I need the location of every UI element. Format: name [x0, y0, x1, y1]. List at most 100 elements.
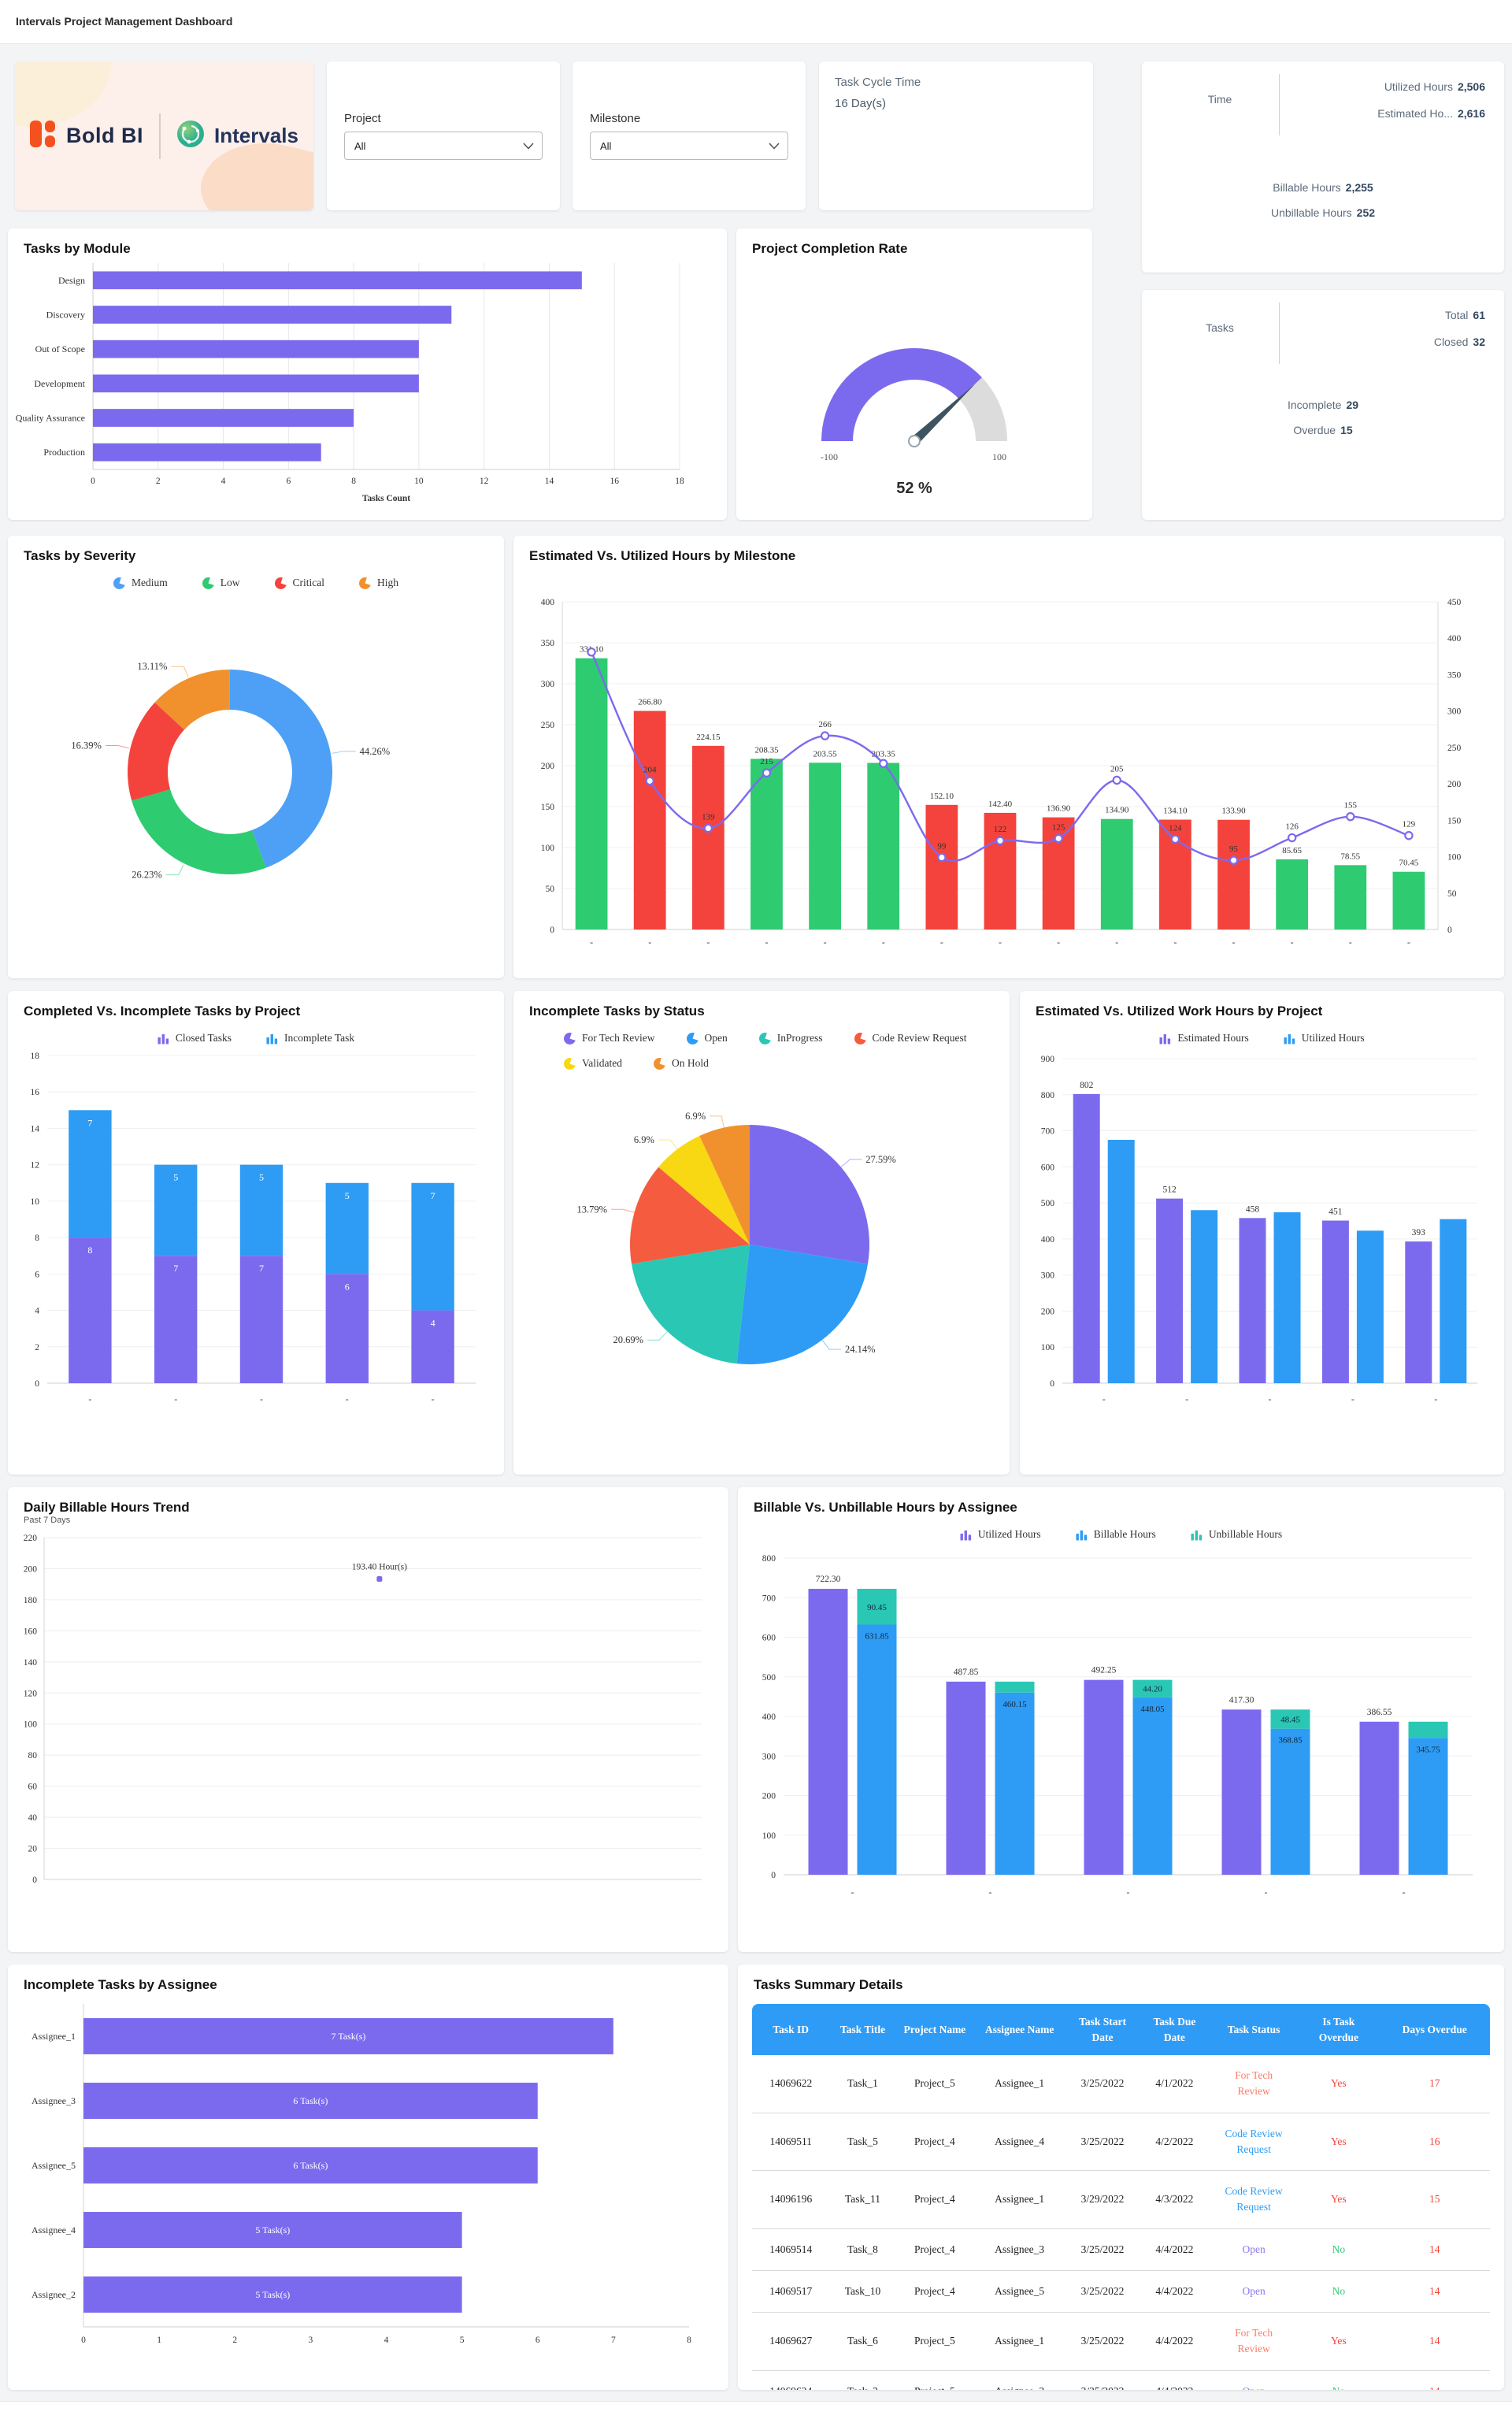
chart-title: Estimated Vs. Utilized Hours by Mileston… [529, 548, 796, 563]
svg-text:124: 124 [1169, 823, 1182, 833]
legend-item[interactable]: InProgress [758, 1032, 823, 1044]
tasks-summary-table: Task ID Task Title Project Name Assignee Na… [752, 2004, 1490, 2390]
legend-item[interactable]: Estimated Hours [1159, 1032, 1249, 1044]
svg-text:12: 12 [480, 477, 489, 486]
billable-hours-label: Billable Hours [1273, 181, 1341, 194]
svg-text:100: 100 [992, 451, 1006, 462]
kpi-divider [1279, 302, 1280, 364]
billable-hours-value: 2,255 [1345, 181, 1373, 194]
svg-text:266.80: 266.80 [638, 698, 662, 707]
table-cell: 3/25/2022 [1065, 2369, 1140, 2390]
table-cell: Task_10 [829, 2269, 896, 2313]
svg-text:6 Task(s): 6 Task(s) [293, 2160, 328, 2171]
summary-table: Task ID Task Title Project Name Assignee Na… [752, 2004, 1490, 2390]
chart-title: Estimated Vs. Utilized Work Hours by Pro… [1036, 1004, 1323, 1018]
is-overdue-cell: Yes [1298, 2112, 1380, 2171]
legend-item[interactable]: Unbillable Hours [1191, 1528, 1282, 1541]
billable-assignee-card: Billable Vs. Unbillable Hours by Assigne… [738, 1487, 1504, 1952]
table-cell: Project_5 [914, 2077, 955, 2090]
svg-text:60: 60 [28, 1783, 38, 1792]
chart-title: Tasks by Severity [24, 548, 136, 563]
svg-text:7: 7 [611, 2336, 616, 2345]
svg-text:-: - [1057, 937, 1060, 948]
svg-text:0: 0 [1447, 926, 1452, 935]
is-overdue-cell: No [1298, 2228, 1380, 2271]
is-overdue-cell: No [1298, 2369, 1380, 2390]
task-status-cell: Code Review Request [1209, 2170, 1299, 2229]
svg-text:20: 20 [28, 1845, 38, 1854]
days-overdue-cell: 14 [1379, 2269, 1490, 2313]
pie-legend-icon [274, 577, 287, 589]
bar-legend-icon [266, 1033, 278, 1044]
legend-item[interactable]: Critical [274, 577, 324, 589]
svg-text:44.20: 44.20 [1143, 1685, 1162, 1694]
svg-text:200: 200 [1447, 780, 1462, 789]
legend-item[interactable]: On Hold [653, 1057, 709, 1070]
svg-text:Assignee_4: Assignee_4 [32, 2224, 76, 2235]
legend-item[interactable]: High [359, 577, 398, 589]
svg-text:802: 802 [1080, 1081, 1094, 1090]
chevron-down-icon [769, 140, 780, 152]
milestone-filter-select[interactable]: All [590, 132, 788, 160]
project-filter-card: Project All [327, 61, 560, 210]
legend-item[interactable]: Closed Tasks [158, 1032, 232, 1044]
svg-text:100: 100 [24, 1720, 38, 1730]
table-cell: 14069624 [752, 2369, 830, 2390]
svg-text:-: - [260, 1393, 263, 1404]
table-cell: Assignee_4 [973, 2112, 1066, 2171]
legend-item[interactable]: Billable Hours [1076, 1528, 1156, 1541]
legend-item[interactable]: Medium [113, 577, 168, 589]
legend-item[interactable]: Utilized Hours [1284, 1032, 1365, 1044]
table-cell: 14069517 [752, 2269, 830, 2313]
svg-text:-: - [1403, 1887, 1406, 1898]
svg-text:193.40 Hour(s): 193.40 Hour(s) [352, 1562, 407, 1571]
task-status-cell: Open [1209, 2228, 1299, 2271]
legend-label: InProgress [776, 1032, 823, 1044]
completion-rate-gauge: -100 100 52 % [736, 258, 1092, 516]
svg-text:14: 14 [31, 1124, 40, 1134]
svg-text:-: - [1434, 1393, 1437, 1404]
intervals-logo-icon [176, 120, 205, 152]
legend-label: High [377, 577, 398, 588]
billable-assignee-chart: 0 100 200 300 400 500 600 700 800 722.30 631.85 90.… [738, 1541, 1504, 1921]
svg-text:300: 300 [762, 1752, 776, 1761]
legend-item[interactable]: Open [686, 1032, 728, 1044]
table-cell: Assignee_5 [973, 2269, 1066, 2313]
svg-text:120: 120 [24, 1689, 38, 1698]
svg-text:203.55: 203.55 [813, 749, 837, 759]
chart-title: Project Completion Rate [752, 241, 908, 256]
table-header-cell: Task Status [1209, 2004, 1299, 2056]
svg-text:134.10: 134.10 [1163, 807, 1188, 816]
svg-text:458: 458 [1246, 1204, 1260, 1214]
pie-legend-icon [686, 1032, 699, 1044]
legend-item[interactable]: Incomplete Task [266, 1032, 354, 1044]
project-filter-select[interactable]: All [344, 132, 543, 160]
svg-text:-: - [1351, 1393, 1354, 1404]
daily-billable-chart: 0 20 40 60 80 100 120 140 160 180 200 220 193.40 Hou… [8, 1525, 728, 1912]
svg-text:136.90: 136.90 [1047, 804, 1071, 814]
table-cell: Task_1 [847, 2077, 878, 2090]
table-header-cell: Days Overdue [1379, 2004, 1490, 2056]
svg-text:400: 400 [1041, 1235, 1055, 1245]
svg-text:Assignee_5: Assignee_5 [32, 2160, 76, 2171]
legend-item[interactable]: Utilized Hours [960, 1528, 1041, 1541]
svg-text:451: 451 [1329, 1208, 1343, 1217]
svg-text:122: 122 [994, 825, 1007, 834]
legend-item[interactable]: Low [202, 577, 240, 589]
svg-text:18: 18 [31, 1052, 40, 1061]
legend-item[interactable]: For Tech Review [564, 1032, 655, 1044]
legend-item[interactable]: Validated [564, 1057, 622, 1070]
svg-text:600: 600 [1041, 1163, 1055, 1172]
completed-incomplete-card: Completed Vs. Incomplete Tasks by Projec… [8, 991, 504, 1475]
svg-text:-: - [1407, 937, 1410, 948]
svg-text:18: 18 [675, 477, 684, 486]
table-cell: 4/1/2022 [1155, 2077, 1194, 2090]
pie-legend-icon [564, 1057, 576, 1070]
svg-text:99: 99 [937, 841, 947, 851]
table-cell: 4/4/2022 [1139, 2269, 1210, 2313]
table-cell: 3/29/2022 [1065, 2170, 1140, 2229]
svg-text:7: 7 [173, 1263, 178, 1274]
svg-text:2: 2 [232, 2336, 237, 2345]
svg-text:700: 700 [1041, 1127, 1055, 1137]
legend-item[interactable]: Code Review Request [854, 1032, 967, 1044]
